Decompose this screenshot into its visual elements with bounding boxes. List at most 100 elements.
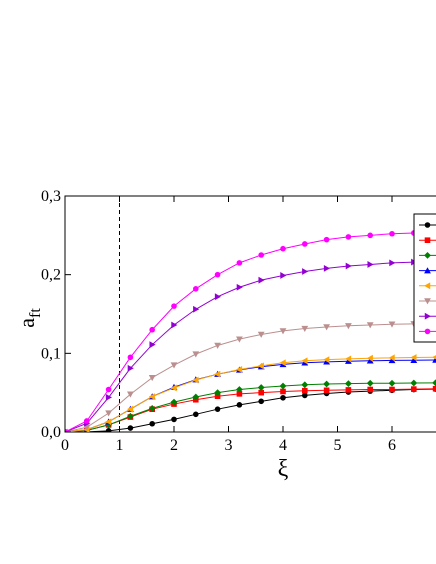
data-point <box>257 384 265 391</box>
y-tick-label: 0,2 <box>41 267 61 284</box>
data-point <box>149 341 156 349</box>
data-point <box>214 293 221 301</box>
x-tick-label: 1 <box>116 437 124 454</box>
data-point <box>345 357 352 364</box>
data-point <box>193 411 199 418</box>
series-layer <box>65 229 436 432</box>
data-point <box>127 425 134 431</box>
x-axis-title: ξ <box>278 456 289 482</box>
data-point <box>65 429 68 432</box>
legend-entry <box>419 312 436 320</box>
data-point <box>388 354 395 362</box>
data-point <box>170 384 177 392</box>
y-tick-label: 0,3 <box>41 188 61 205</box>
data-point <box>388 379 396 387</box>
data-point <box>345 380 352 388</box>
data-point <box>170 398 178 406</box>
data-point <box>105 410 112 417</box>
data-point <box>367 261 374 268</box>
series-line <box>65 322 436 432</box>
data-point <box>148 393 155 400</box>
series-2 <box>65 385 436 432</box>
legend-entry <box>419 298 436 305</box>
data-point <box>258 276 265 284</box>
axes-frame <box>64 195 436 433</box>
y-tick-label: 0,0 <box>41 424 61 441</box>
series-line <box>65 382 436 432</box>
data-point <box>171 416 177 423</box>
data-point <box>127 412 134 420</box>
data-point <box>127 391 134 398</box>
series-7 <box>65 257 436 432</box>
data-point <box>301 357 308 365</box>
data-point <box>84 418 90 424</box>
data-point <box>345 262 352 270</box>
data-point <box>389 259 396 267</box>
data-point <box>257 362 264 370</box>
data-point <box>389 230 395 237</box>
series-8 <box>65 229 436 432</box>
data-point <box>345 355 352 363</box>
legend-entry <box>419 282 436 290</box>
data-point <box>148 405 156 412</box>
series-line <box>65 388 436 432</box>
data-point <box>236 336 243 343</box>
data-point <box>301 381 309 389</box>
data-point <box>302 268 309 275</box>
data-point <box>105 418 112 426</box>
data-point <box>257 331 265 338</box>
series-3 <box>65 379 436 432</box>
data-point <box>127 354 134 361</box>
data-point <box>236 366 243 373</box>
data-point <box>258 252 265 258</box>
data-point <box>388 357 396 364</box>
data-point <box>410 354 417 361</box>
y-tick-label: 0,1 <box>41 345 61 362</box>
data-point <box>236 283 243 291</box>
data-point <box>214 342 221 349</box>
data-point <box>424 222 431 228</box>
data-point <box>366 357 374 364</box>
data-point <box>171 303 177 309</box>
data-point <box>236 260 243 266</box>
data-point <box>127 364 134 372</box>
data-point <box>323 264 330 272</box>
data-point <box>148 375 156 382</box>
legend-items <box>419 222 436 335</box>
legend-entry <box>419 252 436 259</box>
data-point <box>280 394 286 401</box>
data-point <box>280 245 286 252</box>
data-point <box>432 385 436 392</box>
data-point <box>323 356 330 364</box>
legend-entry <box>419 267 436 274</box>
x-tick-label: 6 <box>388 437 396 454</box>
data-point <box>258 398 265 405</box>
data-point <box>432 379 436 387</box>
y-axis-title-main: a <box>14 318 39 328</box>
y-axis-title: aft <box>14 308 44 328</box>
data-point <box>214 406 221 412</box>
series-6 <box>65 320 436 432</box>
data-point <box>302 387 308 394</box>
data-point <box>367 386 373 393</box>
data-point <box>192 376 199 384</box>
data-point <box>424 237 431 243</box>
data-point <box>105 421 112 429</box>
data-point <box>366 354 373 362</box>
data-point <box>345 323 352 330</box>
data-point <box>424 267 431 274</box>
data-point <box>432 355 436 360</box>
data-point <box>214 271 221 278</box>
data-point <box>302 241 308 247</box>
series-line <box>65 388 436 432</box>
data-point <box>367 232 374 239</box>
data-point <box>279 359 286 367</box>
data-point <box>424 282 431 290</box>
plot-area <box>64 195 436 433</box>
data-point <box>214 393 221 400</box>
data-point <box>236 386 243 393</box>
data-point <box>214 370 221 378</box>
data-point <box>279 382 287 390</box>
data-point <box>323 324 330 331</box>
data-point <box>389 386 395 393</box>
